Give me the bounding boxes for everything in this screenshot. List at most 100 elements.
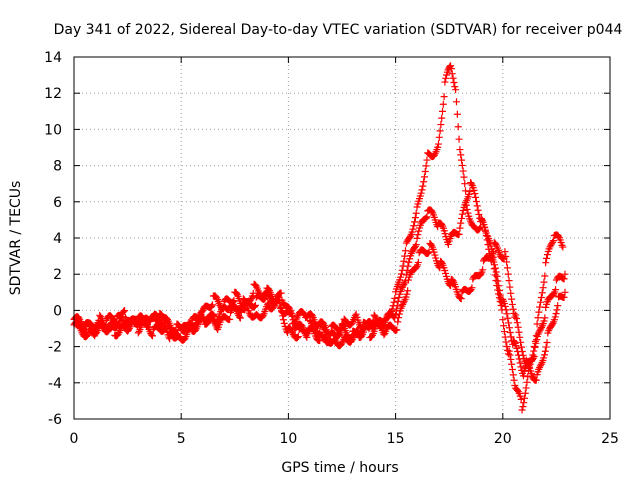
data-point [441,266,449,274]
data-point [172,326,180,334]
data-point [289,316,297,324]
data-point [287,326,295,334]
data-point [462,187,470,195]
data-point [472,198,480,206]
data-point [507,289,515,297]
data-point [160,327,168,335]
data-point [506,351,514,359]
data-point [75,322,83,330]
data-point [391,294,399,302]
data-point [303,333,311,341]
data-point [510,338,518,346]
data-point [438,114,446,122]
data-point [124,326,132,334]
data-point [422,162,430,170]
data-point [398,283,406,291]
data-point [441,78,449,86]
data-point [318,322,326,330]
data-point [495,282,503,290]
data-point [480,221,488,229]
data-point [431,251,439,259]
data-point [410,222,418,230]
data-point [474,206,482,214]
data-point [454,123,462,131]
data-point [449,277,457,285]
data-point [114,330,122,338]
data-point [415,227,423,235]
data-point [414,258,422,266]
data-point [536,363,544,371]
y-tick-label: 6 [53,195,62,211]
data-point [528,356,536,364]
data-point [209,301,217,309]
data-point [294,333,302,341]
data-point [517,363,525,371]
data-point [508,365,516,373]
data-point [437,258,445,266]
data-point [501,333,509,341]
y-tick-label: -6 [48,412,62,428]
data-point [516,392,524,400]
data-point [560,275,568,283]
data-point [457,219,465,227]
data-point [353,327,361,335]
data-point [458,156,466,164]
y-tick-label: 12 [44,86,62,102]
data-point [249,289,257,297]
data-point [539,284,547,292]
data-point [554,302,562,310]
data-point [157,320,165,328]
data-point [413,203,421,211]
data-point [517,343,525,351]
data-point [450,79,458,87]
data-point [552,286,560,294]
data-point [430,151,438,159]
data-point [537,294,545,302]
data-point [537,298,545,306]
data-point [399,300,407,308]
data-point [542,303,550,311]
axis-ticks: 0 5 10 15 20 25 -6 -4 -2 0 2 4 6 8 10 12 14 [44,50,619,447]
data-point [506,283,514,291]
data-point [200,314,208,322]
data-point [468,284,476,292]
data-point [447,65,455,73]
data-point [466,188,474,196]
data-point [473,202,481,210]
data-point [481,227,489,235]
data-point [236,313,244,321]
data-point [161,323,169,331]
data-point [491,261,499,269]
data-point [522,356,530,364]
data-point [535,328,543,336]
data-point [504,314,512,322]
data-point [516,333,524,341]
data-point [461,180,469,188]
data-point [459,167,467,175]
data-point [548,321,556,329]
data-point [536,326,544,334]
data-point [209,316,217,324]
data-point [472,193,480,201]
data-point [412,264,420,272]
data-point [423,156,431,164]
y-tick-label: 0 [53,303,62,319]
data-point [447,282,455,290]
data-point [541,314,549,322]
data-point [520,399,528,407]
data-point [510,376,518,384]
data-point [400,299,408,307]
data-point [559,243,567,251]
data-point [546,243,554,251]
series-track-3 [72,239,569,384]
data-point [492,240,500,248]
data-point [239,303,247,311]
data-point [508,300,516,308]
data-point [520,367,528,375]
data-point [530,352,538,360]
data-point [394,318,402,326]
data-point [501,302,509,310]
data-point [293,333,301,341]
data-point [458,210,466,218]
data-point [92,330,100,338]
